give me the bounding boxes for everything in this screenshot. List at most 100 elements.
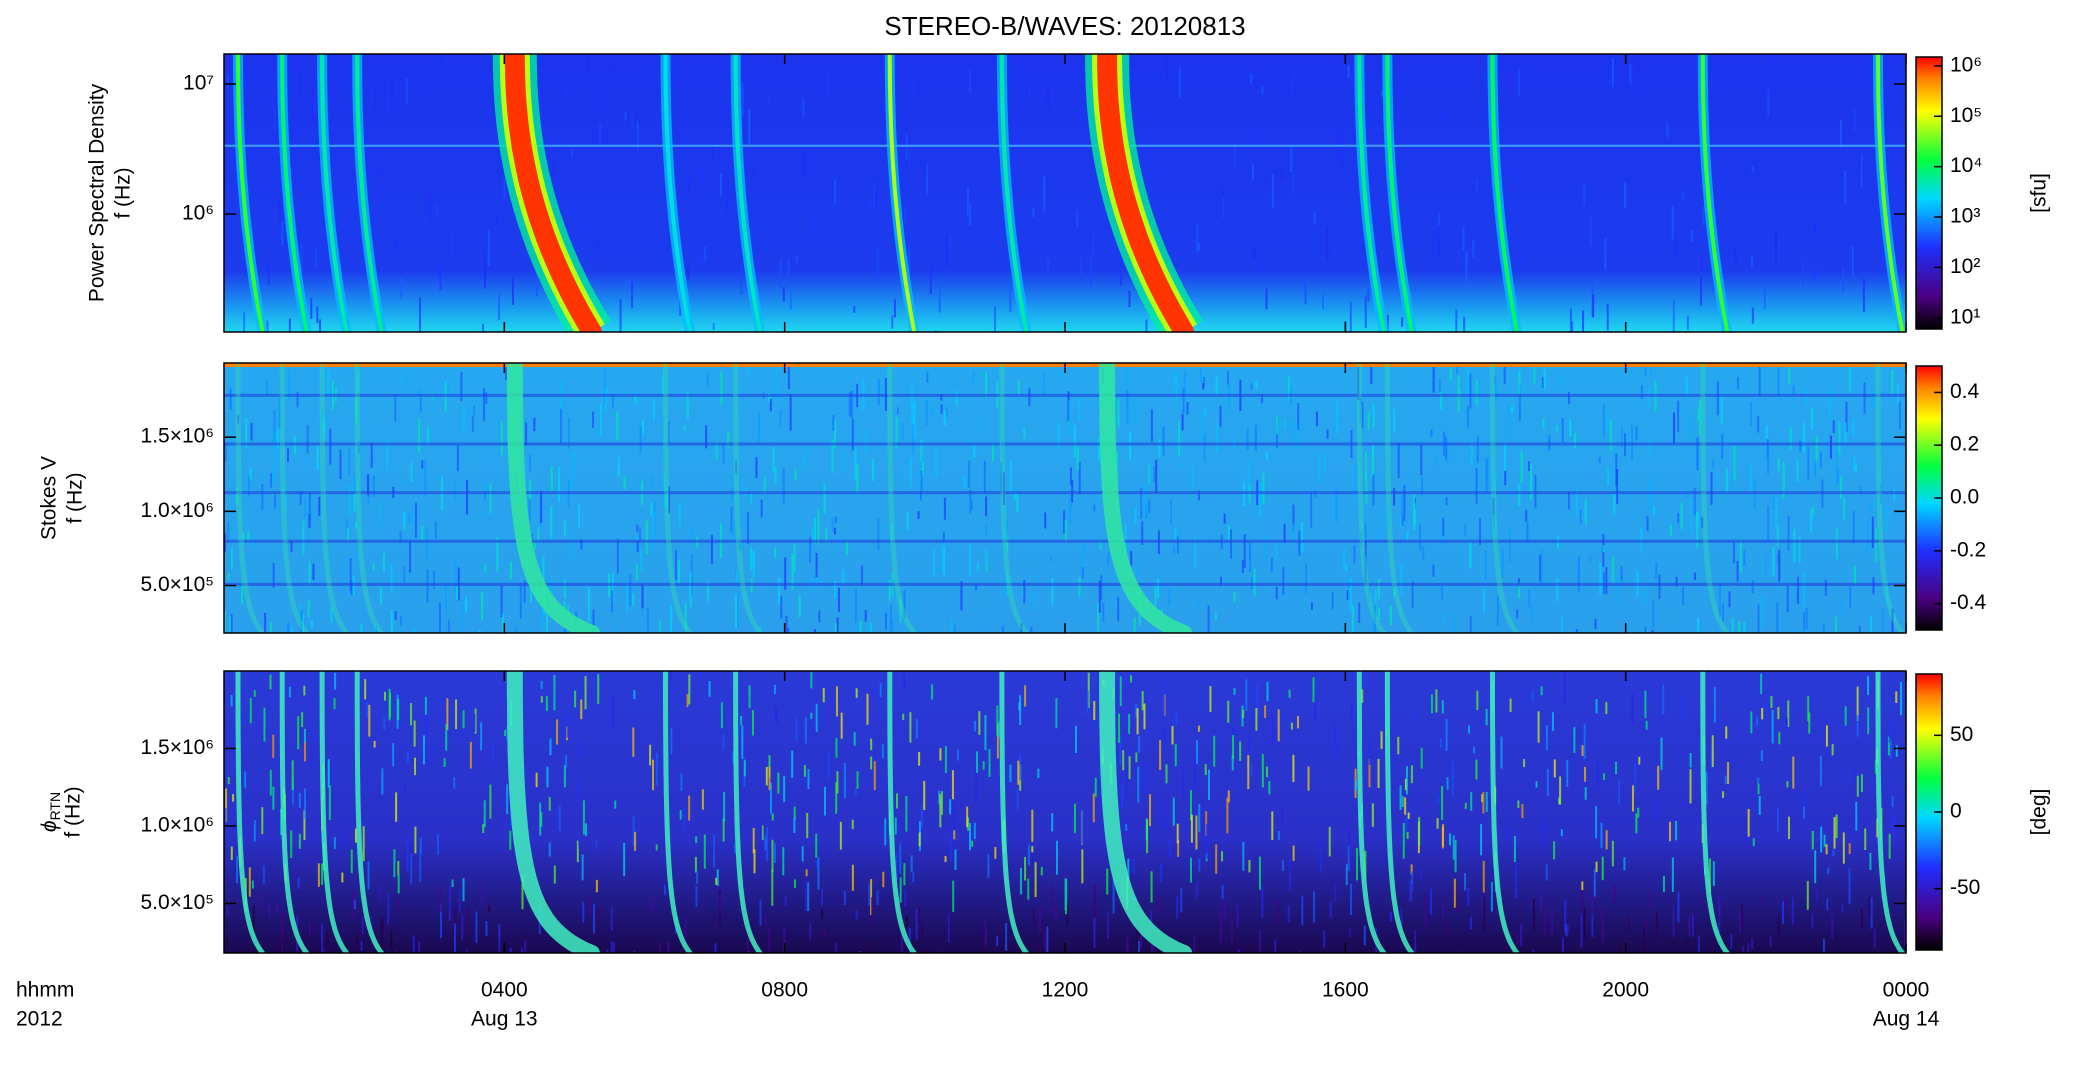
- texture: [1875, 527, 1878, 563]
- texture: [265, 381, 268, 395]
- texture: [390, 609, 393, 633]
- texture: [764, 914, 767, 926]
- texture: [509, 830, 512, 850]
- texture: [1855, 464, 1858, 473]
- texture: [1734, 246, 1737, 259]
- texture: [1001, 625, 1004, 633]
- texture: [678, 501, 681, 527]
- texture: [1181, 414, 1184, 431]
- texture: [873, 181, 876, 211]
- texture: [929, 266, 932, 295]
- texture: [795, 718, 798, 741]
- texture: [501, 613, 504, 633]
- texture: [667, 421, 670, 444]
- texture: [1810, 508, 1813, 533]
- texture: [253, 690, 256, 697]
- texture: [683, 424, 686, 431]
- texture: [747, 936, 750, 953]
- texture: [584, 675, 587, 710]
- colorbar-tick-label: 10⁵: [1950, 104, 1982, 127]
- burst: [1700, 363, 1730, 633]
- texture: [545, 695, 548, 711]
- texture: [1255, 124, 1258, 147]
- y-tick-label: 1.0×10⁶: [141, 499, 214, 522]
- texture: [380, 586, 383, 606]
- texture: [940, 949, 943, 953]
- texture: [564, 628, 567, 633]
- texture: [1553, 759, 1556, 778]
- texture: [976, 751, 979, 773]
- texture: [785, 616, 788, 633]
- texture: [1777, 914, 1780, 934]
- texture: [316, 306, 319, 324]
- texture: [655, 844, 658, 851]
- texture: [775, 706, 778, 723]
- texture: [780, 595, 783, 619]
- texture: [1580, 913, 1583, 948]
- texture: [793, 879, 796, 888]
- texture: [996, 705, 999, 736]
- texture: [805, 880, 808, 911]
- colorbar-tick-label: -0.4: [1950, 591, 1987, 614]
- texture: [1019, 753, 1022, 781]
- texture: [1562, 937, 1565, 953]
- texture: [1112, 879, 1115, 914]
- texture: [1176, 896, 1179, 919]
- texture: [1842, 268, 1845, 293]
- texture: [768, 927, 771, 952]
- texture: [1888, 722, 1891, 743]
- texture: [1451, 760, 1454, 797]
- texture: [1819, 451, 1822, 469]
- texture: [1728, 591, 1731, 608]
- burst: [733, 54, 763, 332]
- texture: [652, 511, 655, 548]
- texture: [870, 738, 873, 751]
- texture: [1150, 871, 1153, 903]
- texture: [308, 513, 311, 528]
- burst: [319, 363, 350, 633]
- texture: [1530, 463, 1533, 500]
- texture: [1313, 211, 1316, 224]
- texture: [1815, 436, 1818, 462]
- texture: [550, 577, 553, 595]
- texture: [1148, 499, 1151, 513]
- texture: [309, 753, 312, 768]
- texture: [1310, 492, 1313, 528]
- texture: [1094, 777, 1097, 797]
- texture: [300, 610, 303, 633]
- texture: [503, 178, 506, 200]
- texture: [612, 393, 615, 410]
- texture: [771, 839, 774, 872]
- texture: [1560, 829, 1563, 837]
- texture: [350, 580, 353, 596]
- texture: [400, 616, 403, 626]
- texture: [1190, 789, 1193, 821]
- texture: [997, 721, 1000, 738]
- texture: [1772, 491, 1775, 509]
- texture: [491, 742, 494, 765]
- texture: [1611, 840, 1614, 867]
- texture: [1746, 831, 1749, 842]
- texture: [855, 626, 858, 633]
- texture: [1603, 773, 1606, 780]
- texture: [357, 441, 360, 454]
- texture: [1822, 623, 1825, 633]
- texture: [1361, 689, 1364, 703]
- texture: [1404, 778, 1407, 791]
- texture: [1068, 399, 1071, 435]
- texture: [308, 561, 311, 586]
- texture: [1300, 522, 1303, 553]
- texture: [918, 460, 921, 489]
- texture: [243, 311, 246, 332]
- texture: [606, 949, 609, 953]
- texture: [686, 392, 689, 419]
- texture: [550, 506, 553, 540]
- texture: [298, 69, 301, 95]
- burst: [354, 671, 385, 953]
- texture: [969, 202, 972, 226]
- texture: [978, 711, 981, 735]
- texture: [1221, 851, 1224, 862]
- texture: [1763, 282, 1766, 310]
- texture: [1532, 949, 1535, 953]
- texture: [763, 484, 766, 494]
